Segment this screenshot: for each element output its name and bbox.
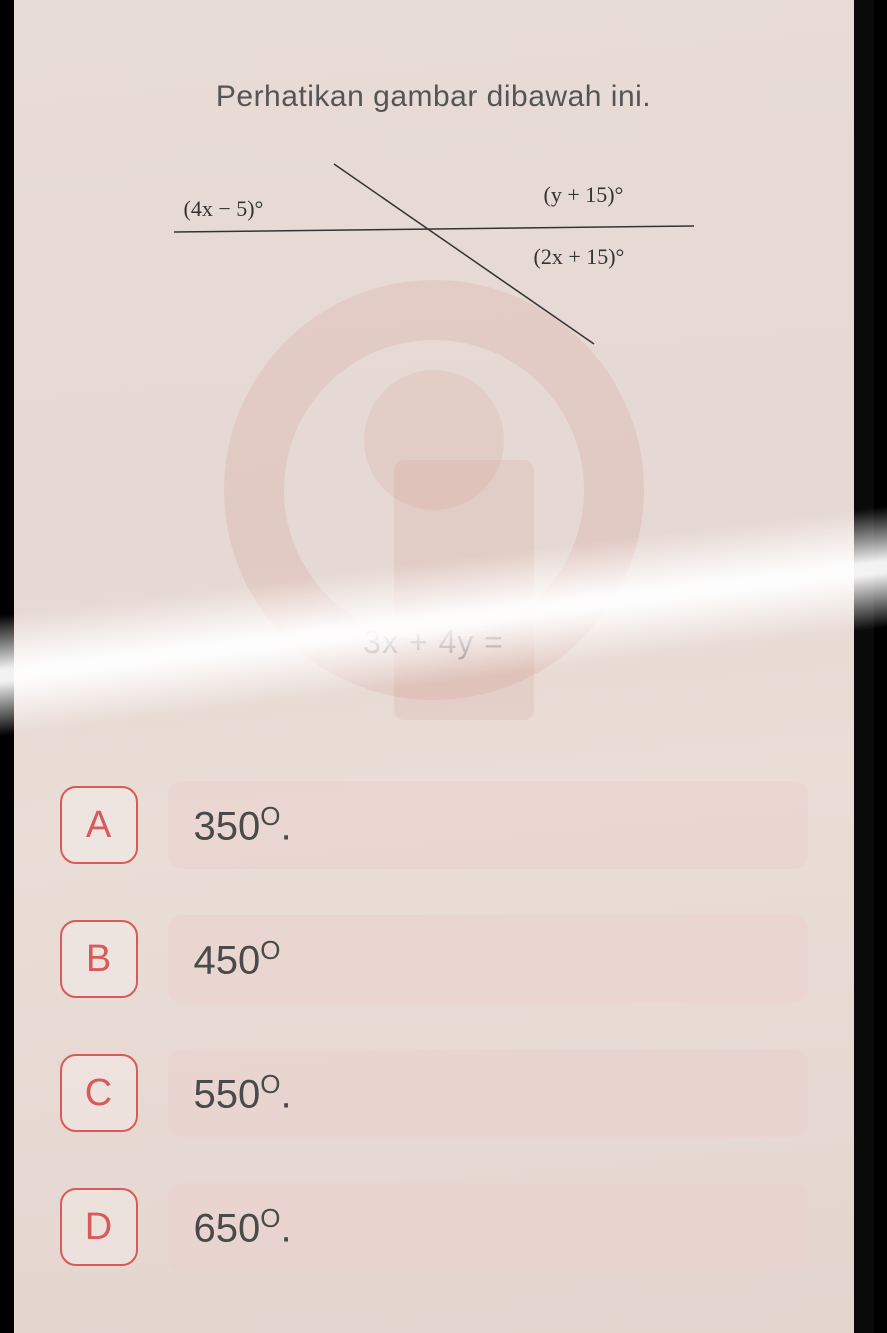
option-suffix: .: [280, 1206, 291, 1250]
option-number: 550: [194, 1072, 261, 1116]
option-number: 650: [194, 1206, 261, 1250]
option-letter: B: [60, 920, 138, 998]
option-b[interactable]: B 450O: [60, 915, 808, 1003]
degree-symbol: O: [260, 1203, 280, 1233]
option-suffix: .: [280, 1072, 291, 1116]
option-d[interactable]: D 650O.: [60, 1183, 808, 1271]
option-value: 550O.: [194, 1069, 292, 1117]
option-letter: D: [60, 1188, 138, 1266]
option-c[interactable]: C 550O.: [60, 1049, 808, 1137]
horizontal-line: [174, 226, 694, 232]
degree-symbol: O: [260, 801, 280, 831]
degree-symbol: O: [260, 1069, 280, 1099]
label-left: (4x − 5)°: [184, 196, 264, 222]
option-number: 450: [194, 938, 261, 982]
watermark-dot: [364, 370, 504, 510]
option-letter: A: [60, 786, 138, 864]
option-value: 450O: [194, 935, 281, 983]
option-text-wrap: 450O: [168, 915, 808, 1003]
option-a[interactable]: A 350O.: [60, 781, 808, 869]
label-top-right: (y + 15)°: [544, 182, 624, 208]
option-text-wrap: 650O.: [168, 1183, 808, 1271]
equation-text: 3x + 4y =: [54, 624, 814, 661]
option-value: 650O.: [194, 1203, 292, 1251]
label-bottom-right: (2x + 15)°: [534, 244, 625, 270]
angle-diagram: (4x − 5)° (y + 15)° (2x + 15)°: [164, 144, 704, 364]
question-title: Perhatikan gambar dibawah ini.: [54, 80, 814, 114]
options-list: A 350O. B 450O C 550O.: [54, 781, 814, 1271]
option-letter: C: [60, 1054, 138, 1132]
degree-symbol: O: [260, 935, 280, 965]
option-suffix: .: [280, 804, 291, 848]
option-text-wrap: 350O.: [168, 781, 808, 869]
option-text-wrap: 550O.: [168, 1049, 808, 1137]
option-number: 350: [194, 804, 261, 848]
phone-screen: Perhatikan gambar dibawah ini. (4x − 5)°…: [14, 0, 874, 1333]
option-value: 350O.: [194, 801, 292, 849]
screen-glare: [0, 500, 887, 741]
